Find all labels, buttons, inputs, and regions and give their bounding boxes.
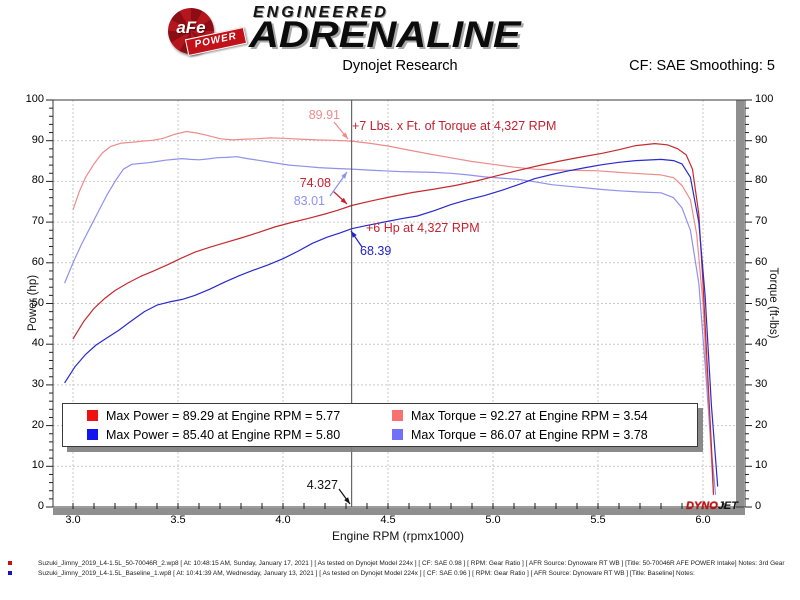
left-axis-tick: 60 xyxy=(31,255,44,268)
legend-swatch xyxy=(87,429,98,440)
adrenaline-wordmark: ADRENALINE xyxy=(249,14,521,55)
run-note-bullet xyxy=(8,571,12,575)
run-note-bullet xyxy=(8,561,12,565)
x-axis-tick: 5.5 xyxy=(590,514,606,526)
right-axis-tick: 0 xyxy=(755,500,762,512)
left-axis-tick: 50 xyxy=(31,296,44,309)
left-axis-tick: 70 xyxy=(31,215,44,228)
dynojet-watermark-red: DYNO xyxy=(686,500,718,512)
annotation-torque-gain: +7 Lbs. x Ft. of Torque at 4,327 RPM xyxy=(352,119,557,133)
x-axis-title: Engine RPM (rpmx1000) xyxy=(331,529,465,543)
legend-label: Max Torque = 92.27 at Engine RPM = 3.54 xyxy=(411,408,648,423)
left-axis-tick: 10 xyxy=(31,459,44,472)
legend-item: Max Power = 89.29 at Engine RPM = 5.77 xyxy=(87,407,392,425)
right-axis-tick: 10 xyxy=(755,459,768,472)
legend-swatch xyxy=(87,410,98,421)
legend-item: Max Power = 85.40 at Engine RPM = 5.80 xyxy=(87,426,392,444)
x-axis-tick: 3.0 xyxy=(65,514,81,526)
run-note-line: Suzuki_Jimny_2019_L4-1.5L_50-70046R_2.wp… xyxy=(0,559,798,568)
right-axis-tick: 100 xyxy=(755,93,774,105)
x-axis-tick: 6.0 xyxy=(695,514,711,526)
right-axis-tick: 50 xyxy=(755,296,768,309)
left-axis-tick: 30 xyxy=(31,377,44,390)
dynojet-watermark-black: JET xyxy=(717,500,738,512)
x-axis-tick: 4.5 xyxy=(380,514,396,526)
engineered-wordmark: ENGINEERED xyxy=(253,4,389,21)
annotation-torque-baseline-value: 83.01 xyxy=(293,194,325,208)
annotation-power-intake-value: 74.08 xyxy=(299,176,331,190)
x-axis-tick: 4.0 xyxy=(275,514,291,526)
legend-item: Max Torque = 92.27 at Engine RPM = 3.54 xyxy=(392,407,697,425)
afe-logo-text: aFe xyxy=(176,18,206,37)
run-notes: Suzuki_Jimny_2019_L4-1.5L_50-70046R_2.wp… xyxy=(0,559,798,579)
right-axis-tick: 60 xyxy=(755,255,768,268)
right-axis-tick: 70 xyxy=(755,215,768,228)
left-axis-tick: 80 xyxy=(31,174,44,187)
right-axis-tick: 80 xyxy=(755,174,768,187)
annotation-torque-intake-value: 89.91 xyxy=(308,108,340,122)
correction-factor-label: CF: SAE Smoothing: 5 xyxy=(629,58,775,74)
legend-item: Max Torque = 86.07 at Engine RPM = 3.78 xyxy=(392,426,697,444)
x-axis-tick: 5.0 xyxy=(485,514,501,526)
dynojet-watermark: DYNOJET xyxy=(686,500,738,512)
left-axis-tick: 20 xyxy=(31,418,44,431)
left-axis-tick: 0 xyxy=(37,500,44,512)
left-axis-tick: 90 xyxy=(31,133,44,146)
annotation-power-gain: +6 Hp at 4,327 RPM xyxy=(366,221,480,235)
left-axis-tick: 100 xyxy=(25,93,44,105)
right-axis-tick: 90 xyxy=(755,133,768,146)
annotation-cursor-rpm: 4.327 xyxy=(306,478,338,492)
legend-label: Max Power = 89.29 at Engine RPM = 5.77 xyxy=(106,408,341,423)
legend-swatch xyxy=(392,410,403,421)
chart-title: Dynojet Research xyxy=(342,58,458,74)
right-axis-tick: 40 xyxy=(755,337,768,350)
run-note-line: Suzuki_Jimny_2019_L4-1.5L_Baseline_1.wp8… xyxy=(0,569,798,578)
legend-label: Max Torque = 86.07 at Engine RPM = 3.78 xyxy=(411,427,648,442)
annotation-power-baseline-value: 68.39 xyxy=(360,244,392,258)
right-axis-tick: 20 xyxy=(755,418,768,431)
right-axis-tick: 30 xyxy=(755,377,768,390)
x-axis-tick: 3.5 xyxy=(170,514,186,526)
legend-swatch xyxy=(392,429,403,440)
legend-box: Max Power = 89.29 at Engine RPM = 5.77 Ma… xyxy=(62,403,698,447)
legend-label: Max Power = 85.40 at Engine RPM = 5.80 xyxy=(106,427,341,442)
left-axis-tick: 40 xyxy=(31,337,44,350)
